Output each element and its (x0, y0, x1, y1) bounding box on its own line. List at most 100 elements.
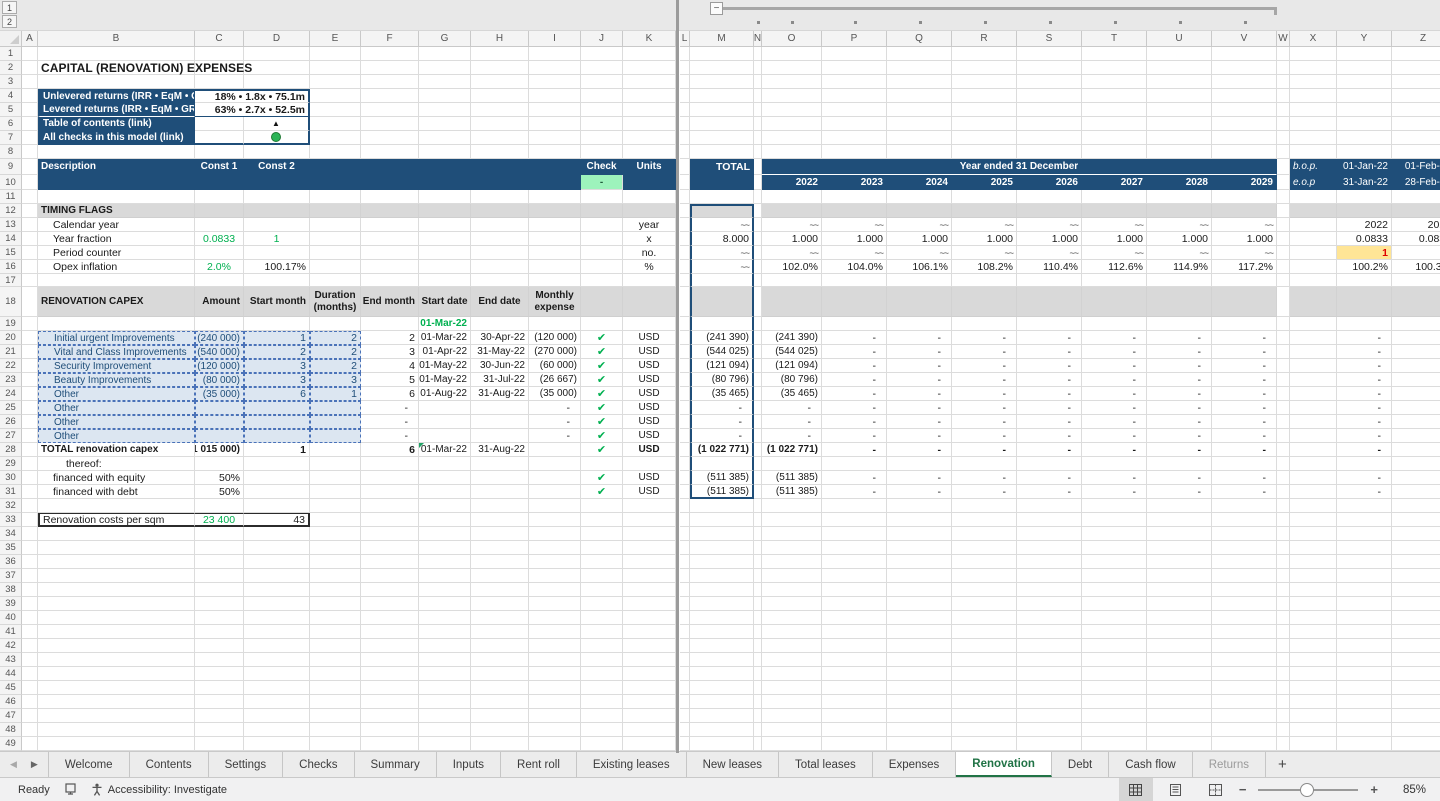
row-header-49[interactable]: 49 (0, 737, 22, 751)
cell-O11[interactable] (762, 190, 822, 204)
cell-P20[interactable]: - (822, 331, 887, 345)
cell-T15[interactable]: ~~ (1082, 246, 1147, 260)
cell-W26[interactable] (1277, 415, 1290, 429)
cell-M10[interactable] (690, 175, 754, 190)
cell-M41[interactable] (690, 625, 754, 639)
cell-Q40[interactable] (887, 611, 952, 625)
cell-N2[interactable] (754, 61, 762, 75)
cell-X18[interactable] (1290, 287, 1337, 317)
cell-B12[interactable]: TIMING FLAGS (38, 204, 195, 218)
row-header-12[interactable]: 12 (0, 204, 22, 218)
tab-scroll-left-icon[interactable]: ◀ (10, 759, 17, 769)
cell-Y43[interactable] (1337, 653, 1392, 667)
cell-P42[interactable] (822, 639, 887, 653)
cell-U43[interactable] (1147, 653, 1212, 667)
cell-C18[interactable]: Amount (195, 287, 244, 317)
cell-Z29[interactable] (1392, 457, 1440, 471)
cell-J33[interactable] (581, 513, 623, 527)
cell-P32[interactable] (822, 499, 887, 513)
row-header-14[interactable]: 14 (0, 232, 22, 246)
cell-H22[interactable]: 30-Jun-22 (471, 359, 529, 373)
cell-H4[interactable] (471, 89, 529, 103)
cell-V25[interactable]: - (1212, 401, 1277, 415)
cell-Z12[interactable] (1392, 204, 1440, 218)
cell-V24[interactable]: - (1212, 387, 1277, 401)
cell-S19[interactable] (1017, 317, 1082, 331)
cell-A15[interactable] (22, 246, 38, 260)
cell-J43[interactable] (581, 653, 623, 667)
cell-R45[interactable] (952, 681, 1017, 695)
cell-W23[interactable] (1277, 373, 1290, 387)
cell-B7[interactable]: All checks in this model (link) (38, 131, 195, 145)
cell-J38[interactable] (581, 583, 623, 597)
cell-I31[interactable] (529, 485, 581, 499)
cell-F27[interactable]: - (361, 429, 419, 443)
cell-R43[interactable] (952, 653, 1017, 667)
cell-Y13[interactable]: 2022 (1337, 218, 1392, 232)
cell-B11[interactable] (38, 190, 195, 204)
cell-Z42[interactable] (1392, 639, 1440, 653)
cell-S43[interactable] (1017, 653, 1082, 667)
cell-K22[interactable]: USD (623, 359, 676, 373)
cell-G3[interactable] (419, 75, 471, 89)
cell-O21[interactable]: (544 025) (762, 345, 822, 359)
cell-L49[interactable] (680, 737, 690, 751)
cell-U32[interactable] (1147, 499, 1212, 513)
cell-V27[interactable]: - (1212, 429, 1277, 443)
column-header-D[interactable]: D (244, 31, 310, 47)
cell-G10[interactable] (419, 175, 471, 190)
cell-X42[interactable] (1290, 639, 1337, 653)
cell-P2[interactable] (822, 61, 887, 75)
row-header-5[interactable]: 5 (0, 103, 22, 117)
cell-A49[interactable] (22, 737, 38, 751)
cell-O38[interactable] (762, 583, 822, 597)
cell-E32[interactable] (310, 499, 361, 513)
cell-F39[interactable] (361, 597, 419, 611)
cell-V17[interactable] (1212, 274, 1277, 287)
cell-N17[interactable] (754, 274, 762, 287)
cell-Y49[interactable] (1337, 737, 1392, 751)
cell-U44[interactable] (1147, 667, 1212, 681)
cell-W36[interactable] (1277, 555, 1290, 569)
cell-Q8[interactable] (887, 145, 952, 159)
cell-Y14[interactable]: 0.0833 (1337, 232, 1392, 246)
cell-J39[interactable] (581, 597, 623, 611)
cell-A28[interactable] (22, 443, 38, 457)
cell-X40[interactable] (1290, 611, 1337, 625)
cell-G33[interactable] (419, 513, 471, 527)
cell-Y25[interactable]: - (1337, 401, 1392, 415)
row-header-24[interactable]: 24 (0, 387, 22, 401)
cell-L46[interactable] (680, 695, 690, 709)
cell-U10[interactable]: 2028 (1147, 175, 1212, 190)
cell-N19[interactable] (754, 317, 762, 331)
cell-H2[interactable] (471, 61, 529, 75)
cell-N23[interactable] (754, 373, 762, 387)
tab-cash-flow[interactable]: Cash flow (1109, 752, 1193, 777)
cell-W2[interactable] (1277, 61, 1290, 75)
row-header-44[interactable]: 44 (0, 667, 22, 681)
cell-X46[interactable] (1290, 695, 1337, 709)
cell-J14[interactable] (581, 232, 623, 246)
cell-Y9[interactable]: 01-Jan-22 (1337, 159, 1392, 175)
tab-renovation[interactable]: Renovation (956, 752, 1052, 777)
cell-P8[interactable] (822, 145, 887, 159)
cell-N4[interactable] (754, 89, 762, 103)
cell-O31[interactable]: (511 385) (762, 485, 822, 499)
cell-B1[interactable] (38, 47, 195, 61)
cell-O13[interactable]: ~~ (762, 218, 822, 232)
cell-K4[interactable] (623, 89, 676, 103)
cell-N49[interactable] (754, 737, 762, 751)
cell-U26[interactable]: - (1147, 415, 1212, 429)
cell-Z7[interactable] (1392, 131, 1440, 145)
tab-inputs[interactable]: Inputs (437, 752, 502, 777)
cell-F38[interactable] (361, 583, 419, 597)
cell-M5[interactable] (690, 103, 754, 117)
cell-R38[interactable] (952, 583, 1017, 597)
cell-T11[interactable] (1082, 190, 1147, 204)
cell-O8[interactable] (762, 145, 822, 159)
cell-N36[interactable] (754, 555, 762, 569)
cell-P1[interactable] (822, 47, 887, 61)
cell-K5[interactable] (623, 103, 676, 117)
cell-V47[interactable] (1212, 709, 1277, 723)
cell-G22[interactable]: 01-May-22 (419, 359, 471, 373)
